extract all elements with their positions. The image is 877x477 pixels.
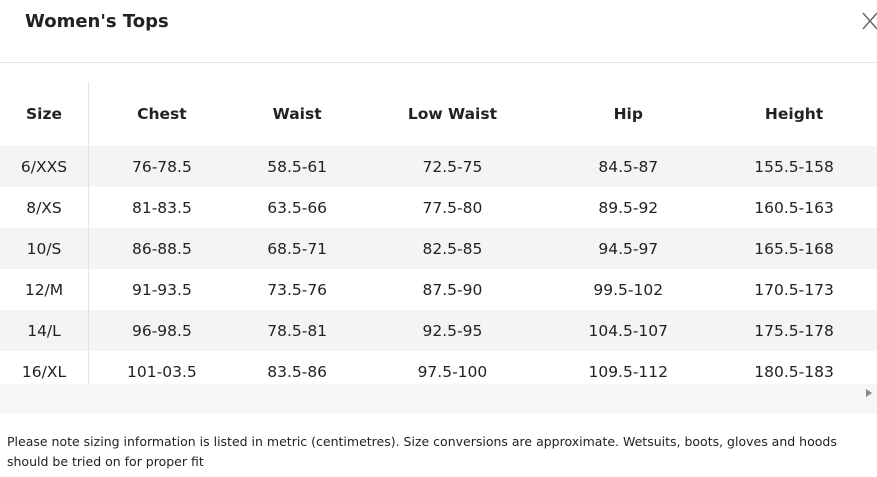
table-row: 14/L 96-98.5 78.5-81 92.5-95 104.5-107 175.5-… xyxy=(0,310,877,351)
sizing-note: Please note sizing information is listed… xyxy=(7,434,837,469)
header-row: Size Chest Waist Low Waist Hip Height xyxy=(0,82,877,146)
column-header: Waist xyxy=(272,105,322,123)
column-header: Height xyxy=(764,105,824,123)
table-cell: 96-98.5 xyxy=(131,321,192,340)
table-cell: 165.5-168 xyxy=(754,239,834,258)
table-row: 12/M 91-93.5 73.5-76 87.5-90 99.5-102 170.5-1… xyxy=(0,269,877,310)
table-cell: 81-83.5 xyxy=(131,198,192,217)
table-cell: 14/L xyxy=(0,310,89,351)
modal-title: Women's Tops xyxy=(25,11,169,32)
table-cell: 86-88.5 xyxy=(131,239,192,258)
table-cell: 92.5-95 xyxy=(422,321,483,340)
table-cell: 6/XXS xyxy=(0,146,89,187)
table-cell: 73.5-76 xyxy=(267,280,328,299)
table-cell: 97.5-100 xyxy=(417,362,488,381)
column-header: Chest xyxy=(137,105,187,123)
table-cell: 8/XS xyxy=(0,187,89,228)
table-cell: 78.5-81 xyxy=(267,321,328,340)
table-cell: 180.5-183 xyxy=(754,362,834,381)
table-cell: 155.5-158 xyxy=(754,157,834,176)
table-cell: 101-03.5 xyxy=(127,362,197,381)
table-row: 6/XXS 76-78.5 58.5-61 72.5-75 84.5-87 155.5-1… xyxy=(0,146,877,187)
table-row: 8/XS 81-83.5 63.5-66 77.5-80 89.5-92 160.5-16… xyxy=(0,187,877,228)
table-cell: 68.5-71 xyxy=(267,239,328,258)
table-cell: 83.5-86 xyxy=(267,362,328,381)
divider xyxy=(0,62,877,63)
column-header: Hip xyxy=(613,105,643,123)
table-cell: 76-78.5 xyxy=(131,157,192,176)
table-cell: 10/S xyxy=(0,228,89,269)
table-cell: 109.5-112 xyxy=(588,362,669,381)
table-cell: 94.5-97 xyxy=(598,239,659,258)
table-cell: 89.5-92 xyxy=(598,198,659,217)
table-cell: 160.5-163 xyxy=(754,198,834,217)
table-cell: 170.5-173 xyxy=(754,280,834,299)
table-cell: 63.5-66 xyxy=(267,198,328,217)
close-button[interactable] xyxy=(860,10,877,32)
table-row: 10/S 86-88.5 68.5-71 82.5-85 94.5-97 165.5-16… xyxy=(0,228,877,269)
table-cell: 82.5-85 xyxy=(422,239,483,258)
column-header: Low Waist xyxy=(407,105,498,123)
table-cell: 99.5-102 xyxy=(593,280,664,299)
table-body: 6/XXS 76-78.5 58.5-61 72.5-75 84.5-87 155.5-1… xyxy=(0,146,877,392)
table-cell: 175.5-178 xyxy=(754,321,834,340)
table-cell: 12/M xyxy=(0,269,89,310)
table-cell: 58.5-61 xyxy=(267,157,328,176)
scroll-right[interactable] xyxy=(864,387,874,399)
table-cell: 72.5-75 xyxy=(422,157,483,176)
table-cell: 91-93.5 xyxy=(131,280,192,299)
table-cell: 84.5-87 xyxy=(598,157,659,176)
table-cell: 77.5-80 xyxy=(422,198,483,217)
table-cell: 87.5-90 xyxy=(422,280,483,299)
size-table: Size Chest Waist Low Waist Hip Height 6/XXS 76… xyxy=(0,82,877,392)
scrollbar[interactable] xyxy=(0,384,877,414)
column-header: Size xyxy=(0,82,89,146)
table-cell: 104.5-107 xyxy=(588,321,669,340)
